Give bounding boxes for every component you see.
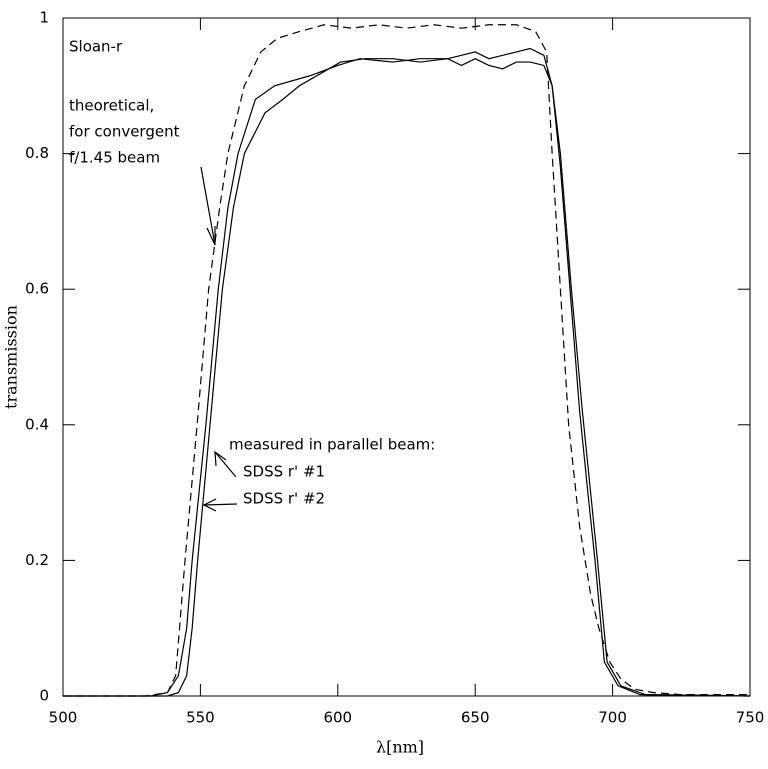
y-tick-label: 0.8 bbox=[25, 144, 49, 162]
data-line bbox=[63, 47, 751, 697]
annotation: theoretical, bbox=[69, 97, 154, 115]
y-tick-label: 0.6 bbox=[25, 280, 49, 298]
annotation: for convergent bbox=[69, 123, 180, 141]
y-tick-label: 1 bbox=[39, 9, 49, 27]
y-tick-label: 0 bbox=[39, 687, 49, 705]
y-tick-label: 0.2 bbox=[25, 551, 49, 569]
annotation: measured in parallel beam: bbox=[229, 436, 435, 454]
x-tick-label: 500 bbox=[49, 709, 78, 727]
y-axis-label: transmission bbox=[2, 305, 21, 409]
data-line bbox=[63, 24, 750, 697]
x-tick-label: 600 bbox=[323, 709, 352, 727]
annotation-arrows bbox=[200, 166, 238, 512]
y-tick-label: 0.4 bbox=[25, 415, 49, 433]
annotation: SDSS r' #1 bbox=[243, 463, 325, 481]
annotation: Sloan-r bbox=[69, 38, 123, 56]
x-tick-label: 550 bbox=[186, 709, 215, 727]
plot-frame bbox=[62, 17, 751, 697]
x-tick-label: 650 bbox=[461, 709, 490, 727]
data-line bbox=[63, 58, 751, 697]
x-tick-label: 750 bbox=[736, 709, 765, 727]
x-axis-label: λ[nm] bbox=[376, 738, 424, 757]
x-tick-label: 700 bbox=[598, 709, 627, 727]
annotation: f/1.45 beam bbox=[69, 149, 160, 167]
annotation: SDSS r' #2 bbox=[243, 490, 325, 508]
